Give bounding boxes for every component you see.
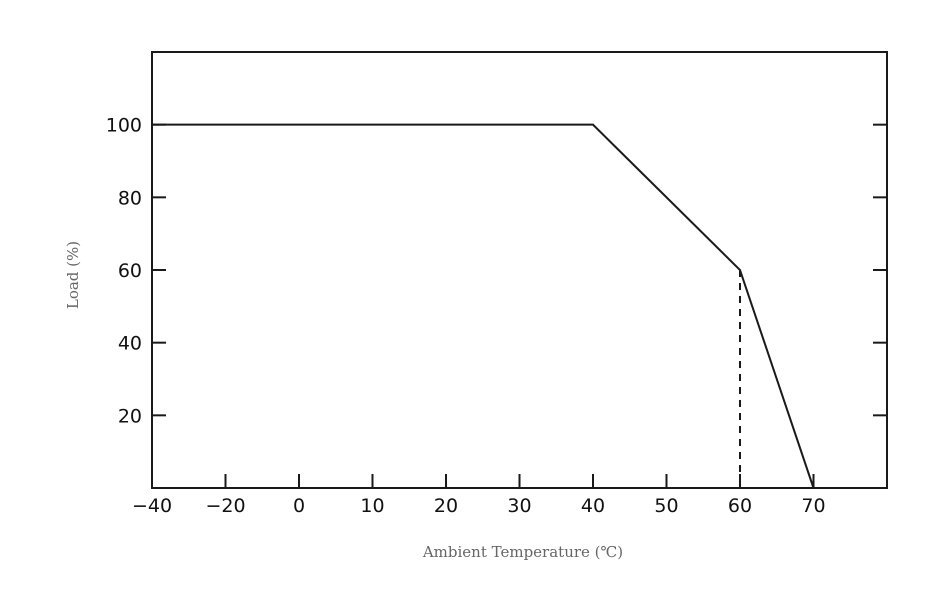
y-tick-label: 100 [106, 115, 142, 137]
x-tick-label: −20 [205, 495, 245, 517]
x-tick-label: 0 [293, 495, 305, 517]
ticks-layer [152, 123, 887, 488]
x-axis-title: Ambient Temperature (℃) [422, 543, 623, 561]
x-tick-label: 30 [507, 495, 531, 517]
x-tick-label: 60 [728, 495, 752, 517]
x-tick-label: −40 [132, 495, 172, 517]
plot-frame [151, 51, 888, 489]
x-tick-label: 70 [801, 495, 825, 517]
y-tick-label: 20 [118, 405, 142, 427]
y-axis-title: Load (%) [64, 241, 82, 309]
x-tick-label: 10 [360, 495, 384, 517]
x-tick-label: 20 [434, 495, 458, 517]
tick-labels-layer: −40 −20 0 10 20 30 40 50 60 70 20 40 60 80 100 [106, 115, 826, 517]
x-tick-label: 40 [581, 495, 605, 517]
derating-curve [152, 123, 815, 489]
x-tick-label: 50 [654, 495, 678, 517]
y-tick-label: 60 [118, 260, 142, 282]
y-tick-label: 40 [118, 333, 142, 355]
y-tick-label: 80 [118, 187, 142, 209]
series-layer [152, 123, 815, 489]
